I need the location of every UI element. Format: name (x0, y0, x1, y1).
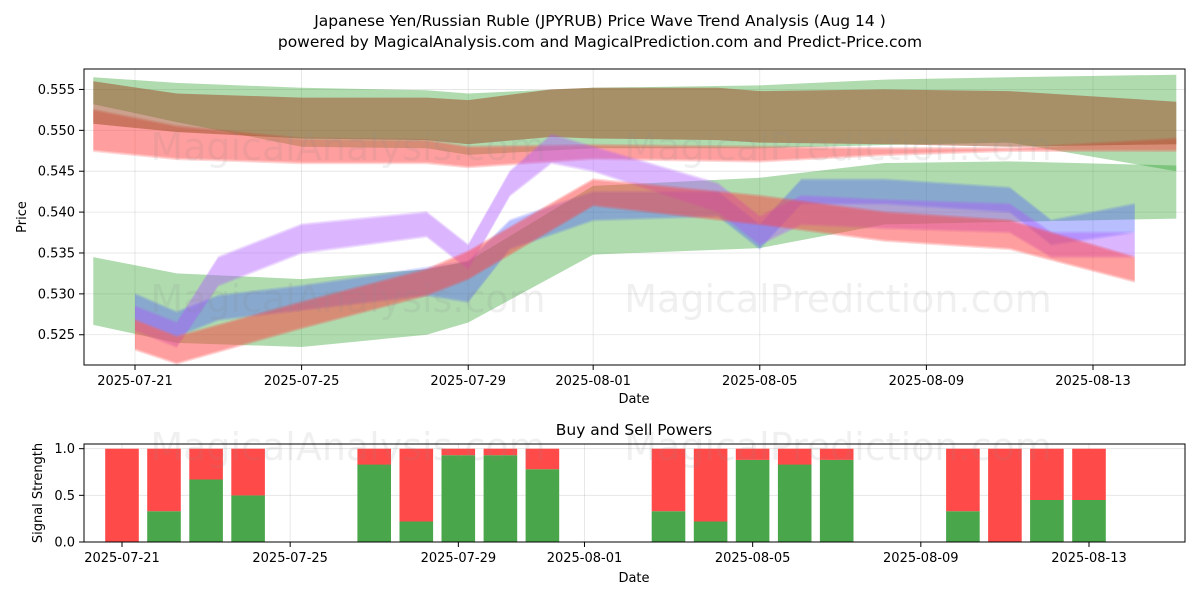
price-x-tick-label: 2025-08-13 (1055, 374, 1131, 389)
signal-bars (105, 448, 1106, 542)
sell-power-bar (693, 448, 728, 522)
price-y-ticks: 0.525 0.530 0.535 0.540 0.545 0.550 0.555 (38, 83, 84, 343)
buy-power-bar (189, 479, 223, 542)
sell-power-bar (735, 448, 770, 460)
buy-power-bar (693, 521, 728, 542)
red-wave-band-6 (135, 180, 1135, 365)
price-y-tick-label: 0.535 (38, 246, 75, 261)
buy-power-bar (1030, 500, 1064, 542)
price-x-ticks: 2025-07-21 2025-07-25 2025-07-29 2025-08-01… (97, 365, 1131, 389)
sell-power-bar (651, 448, 686, 512)
buy-power-bar (1072, 500, 1106, 542)
buy-power-bar (777, 464, 812, 542)
green-wave-band-3 (93, 161, 1177, 347)
sell-power-bar (777, 448, 812, 465)
signal-x-tick-label: 2025-08-09 (883, 551, 959, 566)
signal-x-tick-label: 2025-08-05 (715, 551, 791, 566)
signal-x-tick-label: 2025-08-01 (547, 551, 623, 566)
watermark-analysis-top: MagicalAnalysis.com (150, 125, 545, 169)
sell-power-bar (525, 448, 560, 470)
price-y-tick-label: 0.530 (38, 287, 75, 302)
signal-y-tick-label: 0.5 (54, 489, 75, 504)
red-wave-band-6 (135, 178, 1135, 363)
buy-power-bar (946, 511, 980, 542)
blue-wave-band-4 (135, 179, 1135, 337)
sell-power-bar (189, 448, 223, 480)
price-wave-bands (93, 74, 1177, 365)
sell-power-bar (147, 448, 181, 512)
sell-power-bar (441, 448, 476, 456)
sell-power-bar (357, 448, 391, 465)
red-wave-band-6 (135, 179, 1135, 364)
red-wave-band-1 (93, 111, 1177, 169)
sell-power-bar (399, 448, 434, 522)
buy-power-bar (147, 511, 181, 542)
signal-y-ticks: 0.0 0.5 1.0 (54, 442, 84, 551)
buy-power-bar (441, 455, 476, 542)
buy-power-bar (819, 459, 854, 542)
watermark-prediction-bottom: MagicalPrediction.com (624, 425, 1052, 469)
watermark-analysis-mid: MagicalAnalysis.com (150, 277, 545, 321)
buy-power-bar (735, 459, 770, 542)
chart-title: Japanese Yen/Russian Ruble (JPYRUB) Pric… (313, 12, 886, 30)
price-x-tick-label: 2025-07-29 (430, 374, 506, 389)
price-plot-frame (83, 68, 1186, 366)
signal-x-ticks: 2025-07-21 2025-07-25 2025-07-29 2025-08-01… (84, 542, 1127, 566)
watermark-prediction-top: MagicalPrediction.com (624, 125, 1052, 169)
red-wave-band-1 (93, 109, 1177, 168)
price-y-tick-label: 0.545 (38, 165, 75, 180)
price-y-tick-label: 0.555 (38, 83, 75, 98)
sell-power-bar (988, 448, 1022, 542)
price-x-tick-label: 2025-07-21 (97, 374, 173, 389)
chart-subtitle: powered by MagicalAnalysis.com and Magic… (278, 33, 922, 51)
watermark-prediction-mid: MagicalPrediction.com (624, 277, 1052, 321)
price-y-axis-label: Price (15, 201, 30, 233)
buy-power-bar (483, 455, 518, 542)
price-panel: MagicalAnalysis.com MagicalPrediction.co… (15, 68, 1186, 407)
buy-power-bar (525, 469, 560, 542)
sell-power-bar (946, 448, 980, 512)
buy-power-bar (357, 464, 391, 542)
purple-wave-band-5 (135, 134, 1135, 347)
price-y-tick-label: 0.550 (38, 124, 75, 139)
price-x-tick-label: 2025-08-09 (889, 374, 965, 389)
blue-wave-band-4 (135, 178, 1135, 336)
signal-y-axis-label: Signal Strength (31, 443, 46, 543)
sell-power-bar (819, 448, 854, 460)
price-y-tick-label: 0.540 (38, 206, 75, 221)
signal-plot-frame (83, 443, 1186, 543)
price-y-tick-label: 0.525 (38, 328, 75, 343)
signal-x-axis-label: Date (618, 571, 649, 586)
buy-power-bar (651, 511, 686, 542)
buy-power-bar (231, 495, 265, 542)
sell-power-bar (483, 448, 518, 456)
red-wave-band-1 (93, 108, 1177, 166)
brown-wave-band-2 (93, 81, 1177, 147)
price-x-tick-label: 2025-08-05 (722, 374, 798, 389)
signal-y-tick-label: 1.0 (54, 442, 75, 457)
sell-power-bar (105, 448, 139, 542)
signal-panel-title: Buy and Sell Powers (556, 421, 713, 439)
signal-x-tick-label: 2025-07-29 (421, 551, 497, 566)
price-x-tick-label: 2025-07-25 (264, 374, 340, 389)
blue-wave-band-4 (135, 180, 1135, 338)
signal-x-tick-label: 2025-07-21 (84, 551, 160, 566)
price-x-axis-label: Date (618, 392, 649, 407)
signal-y-tick-label: 0.0 (54, 536, 75, 551)
sell-power-bar (1030, 448, 1064, 500)
sell-power-bar (1072, 448, 1106, 500)
sell-power-bar (231, 448, 265, 496)
signal-x-tick-label: 2025-08-13 (1051, 551, 1127, 566)
signal-panel: Buy and Sell Powers MagicalAnalysis.com … (31, 421, 1186, 586)
purple-wave-band-5 (135, 133, 1135, 346)
buy-power-bar (399, 521, 434, 542)
watermark-analysis-bottom: MagicalAnalysis.com (150, 425, 545, 469)
price-x-tick-label: 2025-08-01 (555, 374, 631, 389)
signal-x-tick-label: 2025-07-25 (252, 551, 328, 566)
purple-wave-band-5 (135, 135, 1135, 349)
